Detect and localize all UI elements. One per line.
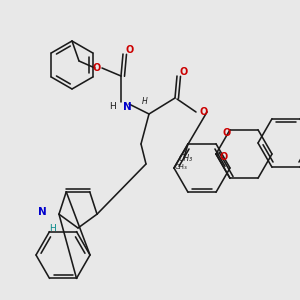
Text: O: O <box>180 67 188 77</box>
Text: O: O <box>93 63 101 73</box>
Text: O: O <box>200 107 208 117</box>
Text: O: O <box>223 128 231 138</box>
Text: H: H <box>142 97 148 106</box>
Text: N: N <box>38 207 47 217</box>
Text: N: N <box>123 102 132 112</box>
Text: CH₃: CH₃ <box>175 164 188 170</box>
Text: H: H <box>109 102 116 111</box>
Text: H: H <box>50 224 56 233</box>
Text: O: O <box>219 152 227 162</box>
Text: O: O <box>126 45 134 55</box>
Text: CH₃: CH₃ <box>179 154 193 163</box>
